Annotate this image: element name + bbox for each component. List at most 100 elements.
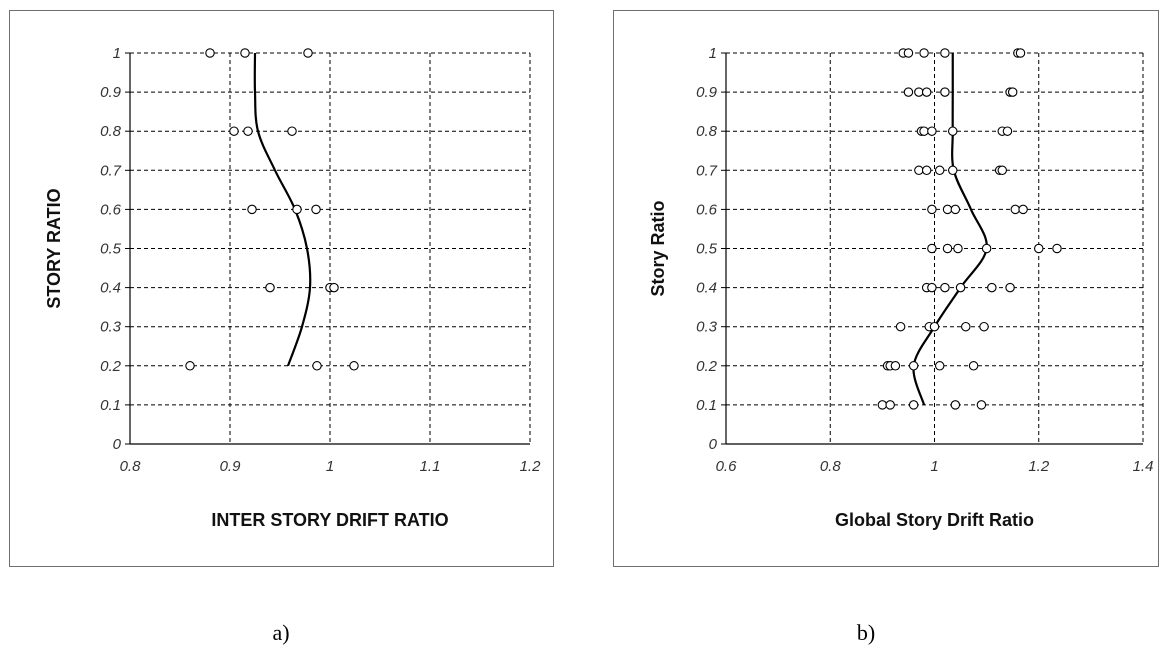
chart-b-data-point [914, 87, 924, 97]
chart-b-data-point [921, 165, 932, 176]
chart-a-plot: 0.8 0.9 1 1.1 1.2 0 0.1 0.2 0.3 0.4 0.5 0.6 0.7 0.8 0.… [44, 45, 542, 530]
chart-a-xtick-label: 0.8 [120, 458, 142, 475]
chart-b-ytick-label: 0.9 [696, 84, 718, 101]
chart-b-frame: 0.6 0.8 1 1.2 1.4 0 0.1 0.2 0.3 0.4 0.5 0.6 0.7 0.8 0.… [613, 10, 1159, 567]
chart-b-data-point [1018, 204, 1028, 215]
chart-b-x-axis-title: Global Story Drift Ratio [835, 510, 1034, 530]
chart-a-data-point [243, 126, 253, 136]
chart-b-ytick-label: 0.3 [696, 319, 718, 336]
chart-b-data-point [921, 87, 932, 97]
chart-b-data-point [885, 400, 895, 410]
chart-a-y-axis-title: STORY RATIO [44, 188, 64, 308]
chart-b-ytick-label: 0.4 [696, 280, 717, 297]
chart-a-ytick-label: 1 [113, 45, 121, 62]
chart-b-data-point [908, 400, 919, 410]
chart-b-data-point [1005, 282, 1015, 293]
chart-b-data-point [1007, 87, 1018, 97]
chart-a-data-point [247, 204, 257, 215]
chart-b-ytick-label: 0.8 [696, 123, 718, 140]
chart-a-data-point [229, 126, 239, 136]
chart-b-y-axis-title: Story Ratio [648, 200, 668, 296]
chart-b-data-point [953, 243, 963, 254]
chart-a-frame: 0.8 0.9 1 1.1 1.2 0 0.1 0.2 0.3 0.4 0.5 0.6 0.7 0.8 0.… [9, 10, 554, 567]
chart-a-data-point [303, 48, 313, 58]
chart-b-data-point [927, 126, 937, 136]
chart-b-ytick-label: 0.5 [696, 241, 718, 258]
chart-b-ytick-label: 0.7 [696, 162, 718, 179]
chart-b-trend-line [912, 53, 988, 406]
chart-b-data-point [947, 126, 958, 136]
chart-a-data-point [265, 282, 275, 293]
chart-b-data-point [940, 48, 950, 58]
chart-b-ytick-label: 0 [709, 436, 718, 453]
chart-a-ytick-label: 0.3 [100, 319, 122, 336]
chart-b-ytick-label: 0.2 [696, 358, 718, 375]
chart-b-ytick-label: 0.1 [696, 397, 717, 414]
chart-b-data-point [927, 204, 937, 215]
chart-a-ytick-label: 0.5 [100, 241, 122, 258]
chart-b-data-point [981, 243, 992, 254]
chart-b-data-point [919, 48, 929, 58]
chart-b-data-point [1033, 243, 1044, 254]
chart-a-data-point [292, 204, 302, 215]
chart-b-ytick-label: 1 [709, 45, 717, 62]
chart-b-xtick-label: 0.6 [716, 458, 738, 475]
chart-b-data-point [903, 48, 914, 58]
chart-b-data-point [1015, 48, 1026, 58]
chart-b-xtick-label: 1 [930, 458, 938, 475]
chart-a-data-point [240, 48, 250, 58]
chart-b-data-point [979, 321, 989, 332]
chart-a-ytick-label: 0.9 [100, 84, 122, 101]
chart-b-data-point [890, 361, 901, 371]
chart-b-data-point [903, 87, 914, 97]
chart-b-data-point [987, 282, 997, 293]
chart-b-ytick-label: 0.6 [696, 201, 718, 218]
chart-b-xtick-label: 0.8 [820, 458, 842, 475]
chart-a-data-point [205, 48, 215, 58]
chart-a-ytick-label: 0.1 [100, 397, 121, 414]
panel-b-label: b) [856, 620, 876, 645]
chart-a-data-point [349, 361, 359, 371]
chart-b-plot: 0.6 0.8 1 1.2 1.4 0 0.1 0.2 0.3 0.4 0.5 0.6 0.7 0.8 0.… [648, 45, 1154, 530]
chart-a-ytick-label: 0.4 [100, 280, 121, 297]
chart-b-data-point [968, 361, 979, 371]
chart-b-data-point [919, 126, 929, 136]
chart-a-xtick-label: 1 [326, 458, 334, 475]
chart-b-data-point [976, 400, 987, 410]
chart-b-data-point [908, 361, 919, 371]
chart-b-data-point [914, 165, 924, 176]
chart-b-data-point [927, 282, 937, 293]
chart-b-data-point [895, 321, 906, 332]
chart-b-xtick-label: 1.4 [1133, 458, 1154, 475]
chart-b-data-point [934, 165, 945, 176]
chart-a-ytick-label: 0.6 [100, 201, 122, 218]
chart-b-data-point [929, 321, 940, 332]
chart-a-ytick-label: 0.2 [100, 358, 122, 375]
chart-b-data-point [950, 204, 961, 215]
chart-b-data-point [927, 243, 937, 254]
chart-a-data-point [287, 126, 297, 136]
chart-b-data-point [940, 87, 950, 97]
chart-a-xtick-label: 0.9 [220, 458, 242, 475]
chart-b-data-point [1002, 126, 1013, 136]
chart-b-data-point [997, 165, 1008, 176]
chart-b-data-point [955, 282, 966, 293]
chart-b-data-point [942, 204, 953, 215]
chart-b-data-point [934, 361, 945, 371]
chart-b-data-point [947, 165, 958, 176]
chart-a-xtick-label: 1.2 [520, 458, 542, 475]
chart-a-x-axis-title: INTER STORY DRIFT RATIO [211, 510, 448, 530]
chart-b-data-point [1052, 243, 1062, 254]
chart-a-ytick-label: 0 [113, 436, 122, 453]
chart-a-data-point [329, 282, 339, 293]
chart-b-data-point [961, 321, 971, 332]
chart-a-data-point [312, 361, 322, 371]
chart-a-xtick-label: 1.1 [420, 458, 441, 475]
chart-b-data-point [950, 400, 961, 410]
chart-b-xtick-label: 1.2 [1028, 458, 1050, 475]
chart-b-data-point [940, 282, 950, 293]
chart-a-data-point [311, 204, 321, 215]
chart-b-data-point [942, 243, 953, 254]
chart-a-data-point [185, 361, 195, 371]
chart-a-ytick-label: 0.7 [100, 162, 122, 179]
